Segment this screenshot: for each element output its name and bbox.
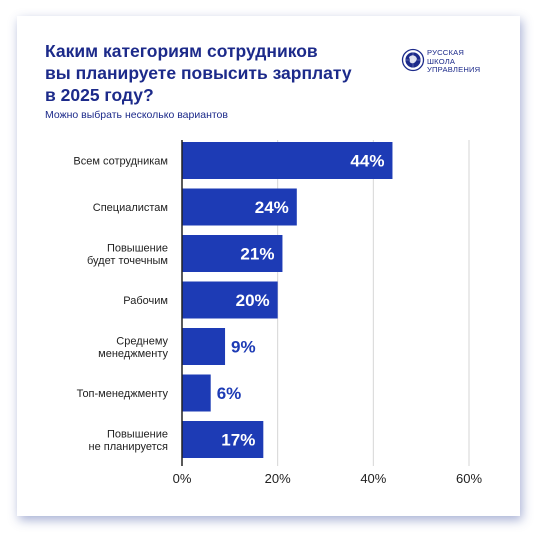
category-label: Всем сотрудникам: [73, 156, 168, 168]
globe-seal-icon: [401, 48, 425, 72]
bar: [182, 188, 297, 226]
chart-title: Каким категориям сотрудников вы планируе…: [45, 40, 375, 106]
bar: [182, 328, 226, 365]
bar: [182, 235, 283, 272]
x-tick-label: 20%: [265, 471, 291, 486]
logo-line: ШКОЛА: [427, 56, 456, 66]
bar: [182, 142, 393, 179]
category-label: Повышение: [107, 428, 168, 440]
logo-line: РУССКАЯ: [427, 48, 465, 57]
bar: [182, 421, 264, 458]
title-line: в 2025 году?: [45, 85, 154, 105]
title-line: вы планируете повысить зарплату: [45, 63, 352, 83]
category-label: Специалистам: [93, 202, 168, 214]
data-label: 6%: [217, 384, 242, 403]
category-label: менеджменту: [98, 348, 168, 360]
data-label: 21%: [240, 245, 274, 264]
title-line: Каким категориям сотрудников: [45, 41, 318, 61]
category-label: Рабочим: [123, 295, 168, 307]
logo: РУССКАЯ ШКОЛА УПРАВЛЕНИЯ: [401, 48, 480, 75]
chart-subtitle: Можно выбрать несколько вариантов: [45, 109, 228, 121]
x-tick-label: 40%: [360, 471, 386, 486]
bar: [182, 281, 278, 319]
category-label: Топ-менеджменту: [77, 388, 169, 400]
data-label: 44%: [350, 152, 384, 171]
x-tick-label: 0%: [173, 471, 192, 486]
category-label: Среднему: [116, 335, 168, 347]
data-label: 9%: [231, 338, 256, 357]
data-label: 20%: [236, 291, 270, 310]
logo-line: УПРАВЛЕНИЯ: [427, 65, 481, 75]
category-label: будет точечным: [87, 255, 168, 267]
logo-wordmark: РУССКАЯ ШКОЛА УПРАВЛЕНИЯ: [427, 48, 481, 75]
data-label: 24%: [255, 198, 289, 217]
bar: [182, 374, 211, 412]
data-label: 17%: [221, 431, 255, 450]
x-tick-label: 60%: [456, 471, 482, 486]
category-label: не планируется: [89, 441, 168, 453]
category-label: Повышение: [107, 242, 168, 254]
